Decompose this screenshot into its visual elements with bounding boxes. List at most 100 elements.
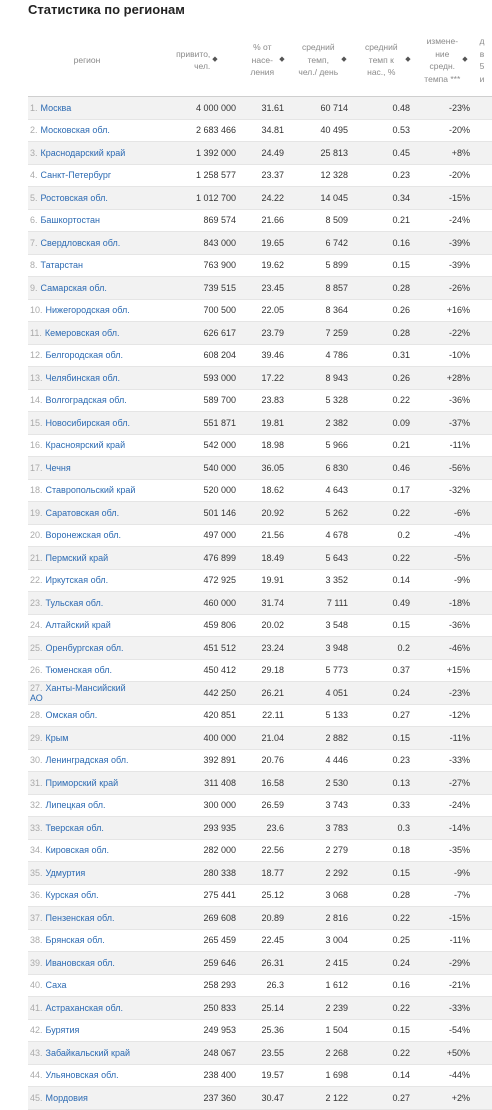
region-link[interactable]: Саха: [45, 980, 67, 991]
avg-speed-cell: 4 786: [290, 344, 354, 367]
sort-icon[interactable]: ◆: [212, 55, 218, 63]
avg-speed-cell: 5 133: [290, 704, 354, 727]
extra-cell: [476, 929, 492, 952]
region-link[interactable]: Тульская обл.: [45, 597, 104, 608]
region-link[interactable]: Башкортостан: [40, 215, 101, 226]
region-cell: 4. Санкт-Петербург: [28, 164, 146, 187]
rel-speed-cell: 0.22: [354, 906, 416, 930]
region-link[interactable]: Челябинская обл.: [45, 372, 121, 383]
region-link[interactable]: Омская обл.: [45, 710, 98, 721]
region-link[interactable]: Пермский край: [45, 552, 109, 563]
vaccinated-cell: 248 067: [146, 1041, 242, 1065]
region-link[interactable]: Новосибирская обл.: [45, 417, 130, 428]
region-link[interactable]: Ставропольский край: [45, 485, 136, 496]
region-link[interactable]: Чечня: [45, 462, 71, 473]
avg-speed-cell: 8 857: [290, 276, 354, 300]
region-link[interactable]: Удмуртия: [45, 867, 86, 878]
sort-icon[interactable]: ◆: [279, 55, 285, 63]
region-cell: 3. Краснодарский край: [28, 141, 146, 165]
sort-icon[interactable]: ◆: [462, 55, 468, 63]
rel-speed-cell: 0.3: [354, 816, 416, 840]
region-link[interactable]: Приморский край: [45, 777, 119, 788]
region-link[interactable]: Курская обл.: [45, 890, 99, 901]
region-link[interactable]: Ханты-Мансийский АО: [30, 682, 126, 703]
region-cell: 11. Кемеровская обл.: [28, 321, 146, 345]
column-header-percent[interactable]: % от насе- ления ◆: [242, 24, 290, 97]
column-header-vaccinated[interactable]: привито, чел.◆: [146, 24, 242, 97]
region-link[interactable]: Самарская обл.: [40, 282, 107, 293]
region-link[interactable]: Москва: [40, 102, 72, 113]
region-link[interactable]: Московская обл.: [40, 125, 110, 136]
vaccinated-cell: 460 000: [146, 591, 242, 615]
region-link[interactable]: Ленинградская обл.: [45, 755, 129, 766]
region-link[interactable]: Ростовская обл.: [40, 192, 108, 203]
region-link[interactable]: Брянская обл.: [45, 935, 105, 946]
region-link[interactable]: Забайкальский край: [45, 1047, 130, 1058]
region-cell: 39. Ивановская обл.: [28, 951, 146, 975]
region-cell: 45. Мордовия: [28, 1086, 146, 1110]
percent-cell: 22.56: [242, 839, 290, 862]
table-row: 1. Москва 4 000 000 31.61 60 714 0.48 -23%: [28, 96, 492, 120]
region-link[interactable]: Крым: [45, 732, 69, 743]
percent-cell: 20.89: [242, 906, 290, 930]
region-link[interactable]: Липецкая обл.: [45, 800, 106, 811]
table-row: 25. Оренбургская обл. 451 512 23.24 3 948 0.2…: [28, 636, 492, 660]
percent-cell: 21.66: [242, 209, 290, 232]
extra-cell: [476, 816, 492, 840]
column-header-extra[interactable]: д в 5 и: [476, 24, 492, 97]
region-link[interactable]: Свердловская обл.: [40, 237, 121, 248]
region-link[interactable]: Мордовия: [45, 1092, 88, 1103]
region-link[interactable]: Кемеровская обл.: [44, 327, 120, 338]
region-link[interactable]: Саратовская обл.: [45, 507, 120, 518]
change-cell: -54%: [416, 1019, 476, 1042]
change-cell: -4%: [416, 524, 476, 547]
region-link[interactable]: Красноярский край: [45, 440, 126, 451]
column-header-change[interactable]: измене- ние средн. темпа ***◆: [416, 24, 476, 97]
region-link[interactable]: Астраханская обл.: [45, 1002, 124, 1013]
region-link[interactable]: Татарстан: [40, 260, 83, 271]
change-cell: -11%: [416, 929, 476, 952]
vaccinated-cell: 4 000 000: [146, 96, 242, 120]
region-link[interactable]: Волгоградская обл.: [45, 395, 127, 406]
rel-speed-cell: 0.17: [354, 479, 416, 502]
row-number: 34.: [30, 845, 43, 856]
extra-cell: [476, 276, 492, 300]
row-number: 2.: [30, 125, 38, 136]
region-link[interactable]: Ивановская обл.: [45, 957, 115, 968]
region-link[interactable]: Иркутская обл.: [45, 575, 109, 586]
column-header-avg-speed[interactable]: средний темп, чел./ день◆: [290, 24, 354, 97]
region-link[interactable]: Воронежская обл.: [45, 530, 121, 541]
rel-speed-cell: 0.22: [354, 389, 416, 412]
rel-speed-cell: 0.15: [354, 1019, 416, 1042]
avg-speed-cell: 2 882: [290, 726, 354, 750]
region-link[interactable]: Оренбургская обл.: [45, 642, 124, 653]
column-header-rel-speed[interactable]: средний темп к нас., % ◆: [354, 24, 416, 97]
table-row: 39. Ивановская обл. 259 646 26.31 2 415 0.24-…: [28, 951, 492, 975]
extra-cell: [476, 884, 492, 907]
rel-speed-cell: 0.28: [354, 884, 416, 907]
region-link[interactable]: Тюменская обл.: [45, 665, 112, 676]
region-link[interactable]: Алтайский край: [45, 620, 111, 631]
region-link[interactable]: Тверская обл.: [45, 822, 104, 833]
table-row: 17. Чечня 540 000 36.05 6 830 0.46 -56%: [28, 456, 492, 480]
region-link[interactable]: Нижегородская обл.: [45, 305, 130, 316]
region-link[interactable]: Краснодарский край: [40, 147, 126, 158]
region-link[interactable]: Санкт-Петербург: [40, 170, 112, 181]
region-cell: 38. Брянская обл.: [28, 929, 146, 952]
sort-icon[interactable]: ◆: [405, 55, 411, 63]
region-cell: 42. Бурятия: [28, 1019, 146, 1042]
table-row: 23. Тульская обл. 460 000 31.74 7 111 0.49 -18…: [28, 591, 492, 615]
region-link[interactable]: Ульяновская обл.: [45, 1070, 119, 1081]
sort-icon[interactable]: ◆: [341, 55, 347, 63]
table-row: 18. Ставропольский край 520 000 18.62 4 643 0…: [28, 479, 492, 502]
region-link[interactable]: Кировская обл.: [45, 845, 109, 856]
row-number: 24.: [30, 620, 43, 631]
percent-cell: 18.77: [242, 861, 290, 885]
region-cell: 10. Нижегородская обл.: [28, 299, 146, 322]
region-link[interactable]: Бурятия: [45, 1025, 80, 1036]
region-link[interactable]: Пензенская обл.: [45, 912, 115, 923]
row-number: 26.: [30, 665, 43, 676]
region-link[interactable]: Белгородская обл.: [45, 350, 124, 361]
extra-cell: [476, 434, 492, 457]
rel-speed-cell: 0.53: [354, 119, 416, 142]
